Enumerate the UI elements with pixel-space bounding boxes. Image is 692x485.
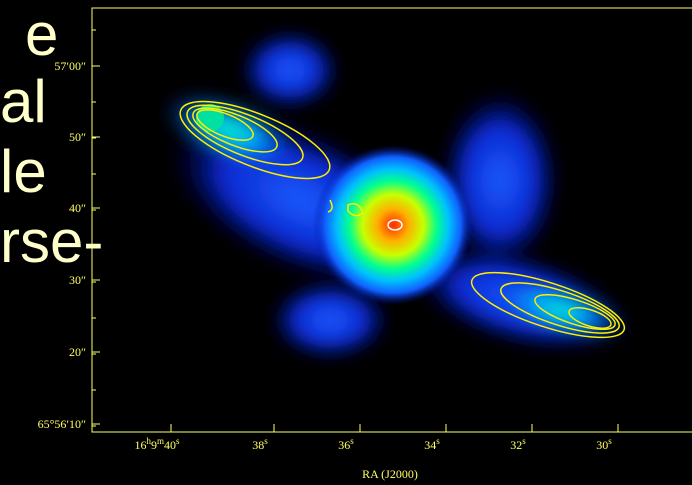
slide-text: al [0, 68, 47, 135]
page: eallerse- 57′00″ 50″ 40″ 30″ 20″ 65°56′10″ 16h… [0, 0, 692, 485]
y-tick-label: 50″ [69, 130, 86, 144]
x-tick-part: 16 [134, 438, 146, 452]
slide-text: rse- [0, 208, 103, 275]
slide-text: e [25, 1, 58, 68]
x-tick-label: 32s [510, 436, 526, 452]
x-tick-part: 34 [424, 438, 436, 452]
x-tick-part: s [176, 436, 180, 446]
x-tick-part: s [522, 436, 526, 446]
y-tick-label: 57′00″ [54, 59, 86, 73]
x-tick-label: 30s [596, 436, 612, 452]
x-tick-label: 34s [424, 436, 440, 452]
x-tick-part: m [157, 436, 164, 446]
x-tick-part: s [350, 436, 354, 446]
x-tick-part: 38 [252, 438, 264, 452]
x-tick-part: 36 [338, 438, 350, 452]
y-tick-label: 40″ [69, 201, 86, 215]
x-tick-part: s [436, 436, 440, 446]
x-tick-part: 30 [596, 438, 608, 452]
y-tick-label: 30″ [69, 273, 86, 287]
x-tick-part: 32 [510, 438, 522, 452]
y-tick-label: 65°56′10″ [38, 417, 86, 431]
slide-text: le [0, 138, 47, 205]
x-tick-label: 16h9m40s [134, 436, 180, 452]
x-tick-label: 38s [252, 436, 268, 452]
slide: eallerse- 57′00″ 50″ 40″ 30″ 20″ 65°56′10″ 16h… [0, 0, 692, 485]
x-tick-label: 36s [338, 436, 354, 452]
x-axis-label: RA (J2000) [362, 467, 418, 481]
x-tick-part: s [264, 436, 268, 446]
image [92, 8, 692, 432]
x-tick-part: 40 [164, 438, 176, 452]
x-tick-part: s [608, 436, 612, 446]
y-tick-label: 20″ [69, 345, 86, 359]
